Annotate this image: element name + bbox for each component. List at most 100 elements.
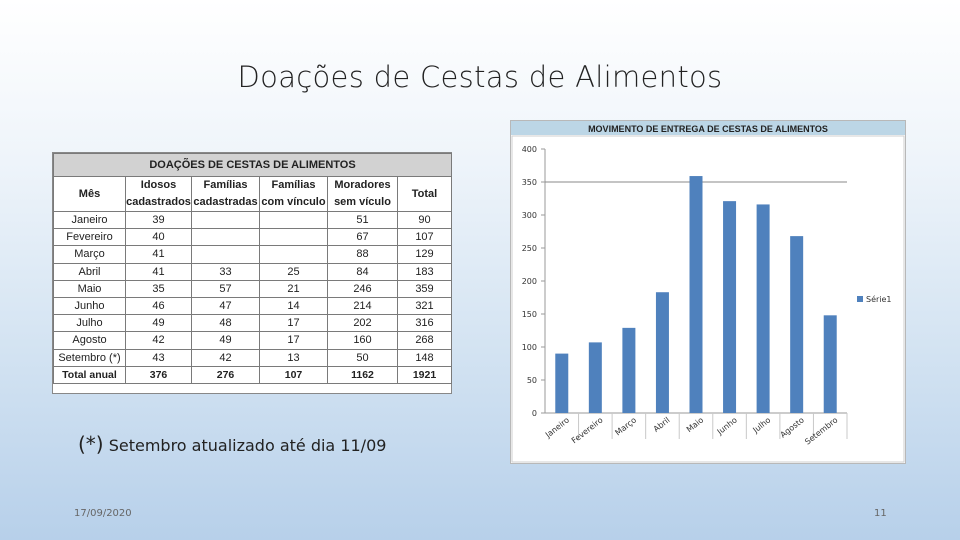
row-idosos: 35	[125, 279, 192, 299]
y-tick-label: 0	[532, 409, 537, 418]
footnote-star: (*)	[78, 432, 104, 456]
table-row: Maio 35 57 21 246 359	[53, 279, 452, 299]
chart-title: MOVIMENTO DE ENTREGA DE CESTAS DE ALIMEN…	[588, 124, 828, 134]
row-idosos: 41	[125, 262, 192, 281]
row-familias-cadastradas	[191, 245, 260, 264]
bar-fevereiro	[588, 342, 602, 413]
x-tick-label: Março	[613, 415, 638, 437]
slide-page-number: 11	[874, 508, 887, 519]
x-tick-label: Janeiro	[543, 415, 571, 440]
total-label: Total anual	[53, 365, 126, 385]
row-mes: Fevereiro	[53, 228, 126, 247]
row-familias-vinculo: 13	[259, 348, 328, 367]
row-moradores: 214	[327, 297, 398, 316]
row-moradores: 202	[327, 314, 398, 333]
row-total: 321	[397, 297, 452, 316]
table-total-row: Total anual 376 276 107 1162 1921	[53, 365, 452, 385]
row-idosos: 49	[125, 314, 192, 333]
row-familias-vinculo	[259, 210, 328, 230]
y-tick-label: 300	[522, 211, 537, 220]
header-familias-vinculo: Famílias com vínculo	[259, 176, 328, 212]
table-row: Fevereiro 40 67 107	[53, 228, 452, 247]
row-familias-vinculo: 21	[259, 279, 328, 299]
bar-agosto	[790, 236, 804, 413]
bar-maro	[622, 327, 636, 413]
row-idosos: 39	[125, 210, 192, 230]
table-row: Setembro (*) 43 42 13 50 148	[53, 348, 452, 367]
row-idosos: 41	[125, 245, 192, 264]
bar-junho	[723, 201, 737, 413]
footnote: (*) Setembro atualizado até dia 11/09	[78, 432, 386, 456]
x-tick-label: Agosto	[779, 415, 806, 439]
row-familias-vinculo: 17	[259, 331, 328, 350]
slide-date: 17/09/2020	[74, 508, 132, 519]
x-tick-label: Maio	[685, 415, 706, 434]
table-title: DOAÇÕES DE CESTAS DE ALIMENTOS	[53, 153, 452, 177]
row-familias-cadastradas: 47	[191, 297, 260, 316]
x-tick-label: Fevereiro	[570, 415, 605, 445]
row-total: 268	[397, 331, 452, 350]
row-familias-vinculo: 14	[259, 297, 328, 316]
donations-table-image: DOAÇÕES DE CESTAS DE ALIMENTOS Mês Idoso…	[52, 152, 452, 394]
row-mes: Março	[53, 245, 126, 264]
total-moradores: 1162	[327, 365, 398, 385]
row-mes: Agosto	[53, 331, 126, 350]
y-tick-label: 350	[522, 178, 537, 187]
row-mes: Maio	[53, 279, 126, 299]
bar-janeiro	[555, 353, 569, 413]
table-row: Janeiro 39 51 90	[53, 210, 452, 230]
row-moradores: 67	[327, 228, 398, 247]
header-mes: Mês	[53, 176, 126, 212]
row-moradores: 51	[327, 210, 398, 230]
header-total: Total	[397, 176, 452, 212]
row-mes: Janeiro	[53, 210, 126, 230]
row-familias-cadastradas: 42	[191, 348, 260, 367]
bar-julho	[756, 204, 770, 413]
bar-setembro	[823, 315, 837, 413]
table-row: Julho 49 48 17 202 316	[53, 314, 452, 333]
header-idosos: Idosos cadastrados	[125, 176, 192, 212]
y-tick-label: 250	[522, 244, 537, 253]
row-familias-cadastradas	[191, 228, 260, 247]
row-familias-vinculo	[259, 245, 328, 264]
row-total: 107	[397, 228, 452, 247]
x-tick-label: Junho	[715, 415, 739, 437]
row-mes: Abril	[53, 262, 126, 281]
y-tick-label: 50	[527, 376, 537, 385]
row-familias-cadastradas: 49	[191, 331, 260, 350]
row-mes: Junho	[53, 297, 126, 316]
row-moradores: 88	[327, 245, 398, 264]
bar-maio	[689, 176, 703, 413]
chart-title-band	[511, 121, 905, 135]
table-row: Abril 41 33 25 84 183	[53, 262, 452, 281]
x-tick-label: Setembro	[803, 415, 839, 446]
total-idosos: 376	[125, 365, 192, 385]
y-tick-label: 400	[522, 145, 537, 154]
row-idosos: 46	[125, 297, 192, 316]
row-familias-cadastradas: 57	[191, 279, 260, 299]
row-mes: Setembro (*)	[53, 348, 126, 367]
legend-label: Série1	[866, 294, 892, 304]
donations-table: DOAÇÕES DE CESTAS DE ALIMENTOS Mês Idoso…	[53, 153, 452, 385]
row-moradores: 160	[327, 331, 398, 350]
x-tick-label: Julho	[751, 415, 773, 435]
row-idosos: 42	[125, 331, 192, 350]
row-familias-cadastradas	[191, 210, 260, 230]
row-total: 316	[397, 314, 452, 333]
row-moradores: 50	[327, 348, 398, 367]
footnote-text: Setembro atualizado até dia 11/09	[108, 436, 387, 455]
y-tick-label: 100	[522, 343, 537, 352]
row-total: 90	[397, 210, 452, 230]
slide-title: Doações de Cestas de Alimentos	[237, 60, 723, 94]
row-total: 183	[397, 262, 452, 281]
row-familias-vinculo: 17	[259, 314, 328, 333]
table-row: Agosto 42 49 17 160 268	[53, 331, 452, 350]
row-familias-cadastradas: 33	[191, 262, 260, 281]
row-idosos: 43	[125, 348, 192, 367]
legend-swatch	[857, 296, 863, 302]
bar-abril	[655, 292, 669, 413]
table-row: Junho 46 47 14 214 321	[53, 297, 452, 316]
chart-frame	[511, 135, 905, 463]
x-tick-label: Abril	[652, 415, 672, 433]
y-tick-label: 150	[522, 310, 537, 319]
